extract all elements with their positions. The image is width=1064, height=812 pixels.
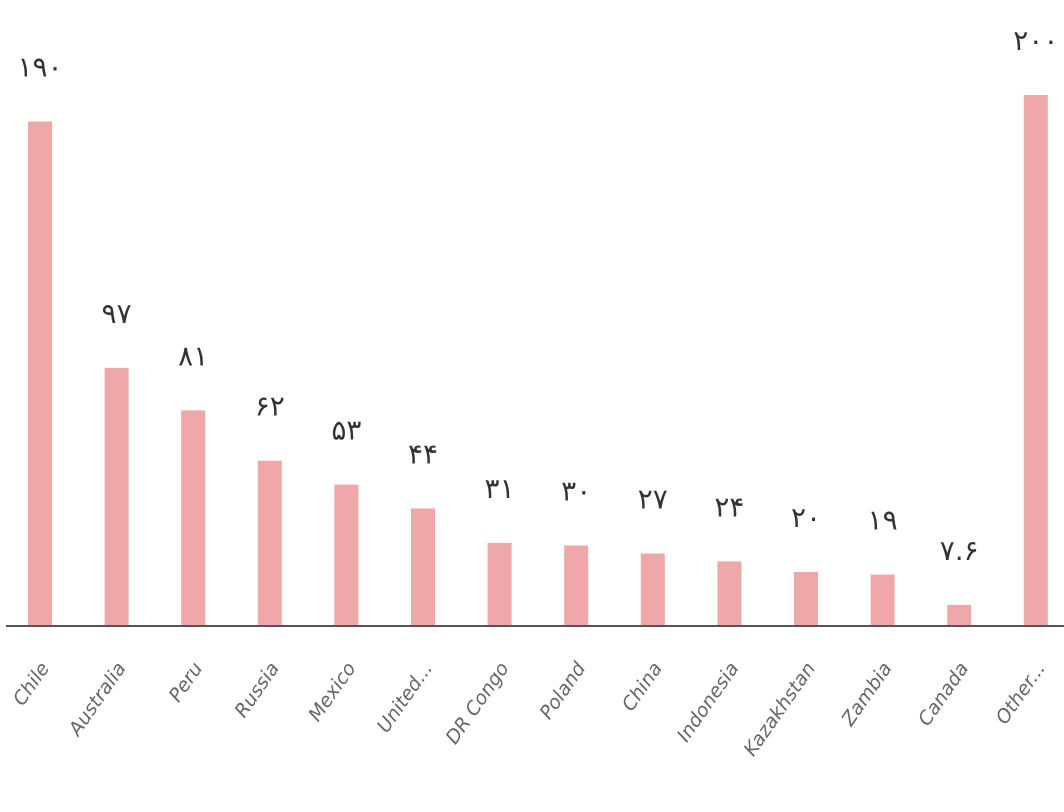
category-label-5: United...	[373, 658, 437, 737]
value-label-7: ۳۰	[561, 475, 591, 508]
value-label-4: ۵۳	[331, 414, 361, 447]
bars-group	[28, 95, 1048, 626]
value-label-9: ۲۴	[714, 490, 744, 523]
bar-2	[181, 410, 206, 626]
bar-8	[640, 553, 665, 625]
value-label-11: ۱۹	[868, 504, 898, 537]
category-label-8: China	[618, 658, 667, 715]
bar-4	[334, 484, 359, 625]
value-label-8: ۲۷	[638, 483, 668, 516]
category-label-1: Australia	[63, 658, 130, 741]
category-label-10: Kazakhstan	[739, 658, 820, 760]
category-label-9: Indonesia	[673, 658, 744, 746]
bar-7	[564, 545, 589, 625]
category-label-11: Zambia	[837, 658, 897, 731]
value-label-5: ۴۴	[408, 437, 438, 470]
value-label-10: ۲۰	[791, 501, 821, 534]
value-label-6: ۳۱	[485, 472, 515, 505]
bar-3	[257, 460, 282, 625]
bar-0	[28, 121, 52, 625]
bar-12	[947, 604, 972, 625]
category-label-6: DR Congo	[441, 658, 513, 748]
value-label-3: ۶۲	[255, 390, 285, 423]
bar-5	[411, 508, 435, 625]
value-label-2: ۸۱	[178, 339, 208, 372]
bar-11	[870, 574, 895, 625]
value-label-0: ۱۹۰	[17, 51, 62, 84]
bar-10	[794, 572, 818, 625]
category-label-4: Mexico	[304, 658, 360, 725]
category-label-2: Peru	[165, 658, 208, 706]
category-labels-group: Chile Australia Peru Russia Mexico United... D…	[9, 657, 1050, 760]
value-label-12: ۷.۶	[940, 534, 979, 567]
category-label-0: Chile	[9, 658, 54, 710]
category-label-12: Canada	[914, 658, 973, 730]
value-label-1: ۹۷	[102, 297, 132, 330]
bar-9	[717, 561, 742, 625]
category-label-3: Russia	[230, 658, 284, 721]
category-label-13: Other...	[992, 658, 1050, 728]
value-labels-group: ۱۹۰ ۹۷ ۸۱ ۶۲ ۵۳ ۴۴ ۳۱ ۳۰ ۲۷ ۲۴ ۲۰ ۱۹ ۷.۶ ۲۰۰	[17, 24, 1058, 567]
value-label-13: ۲۰۰	[1013, 24, 1058, 57]
bar-13	[1023, 95, 1048, 625]
bar-1	[104, 367, 129, 625]
bar-6	[487, 542, 512, 625]
category-label-7: Poland	[536, 657, 591, 723]
